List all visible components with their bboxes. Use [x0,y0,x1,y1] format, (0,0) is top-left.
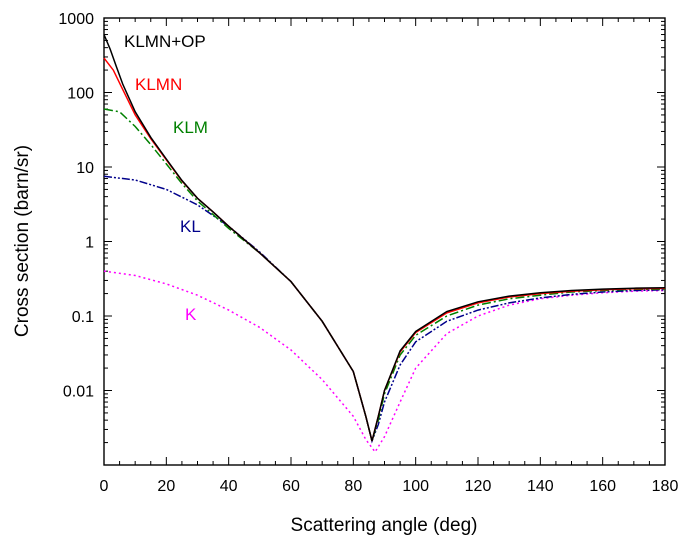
x-tick-label: 160 [589,478,616,495]
series-label-kl: KL [180,217,201,236]
series-labels: K KL KLM KLMN KLMN+OP [124,32,208,324]
series-line-klmn-op [103,34,666,442]
series-line-k [103,270,666,454]
plot-frame [103,17,666,466]
x-tick-label: 40 [220,478,238,495]
x-tick-label: 180 [652,478,679,495]
x-tick-label: 20 [157,478,175,495]
series-label-klmn: KLMN [135,75,182,94]
series-line-kl [103,175,666,444]
x-tick-label: 120 [465,478,492,495]
series-label-k: K [185,305,197,324]
x-tick-label: 80 [344,478,362,495]
axis-ticks: 0 20 40 60 80 100 120 140 160 180 0.01 0.1 1 10 100 100… [58,11,678,495]
y-tick-label: 1000 [58,11,94,28]
y-tick-label: 10 [76,160,94,177]
series-lines [103,34,666,454]
y-tick-label: 100 [67,86,94,103]
y-tick-label: 1 [85,235,94,252]
x-axis-label: Scattering angle (deg) [291,515,478,536]
y-tick-label: 0.01 [63,384,94,401]
series-label-klmn-op: KLMN+OP [124,32,206,51]
series-label-klm: KLM [173,118,208,137]
x-tick-label: 140 [527,478,554,495]
y-axis-label: Cross section (barn/sr) [12,145,33,337]
x-tick-label: 0 [100,478,109,495]
y-tick-label: 0.1 [72,309,94,326]
x-tick-label: 60 [282,478,300,495]
series-line-klmn [103,57,666,442]
x-tick-label: 100 [402,478,429,495]
